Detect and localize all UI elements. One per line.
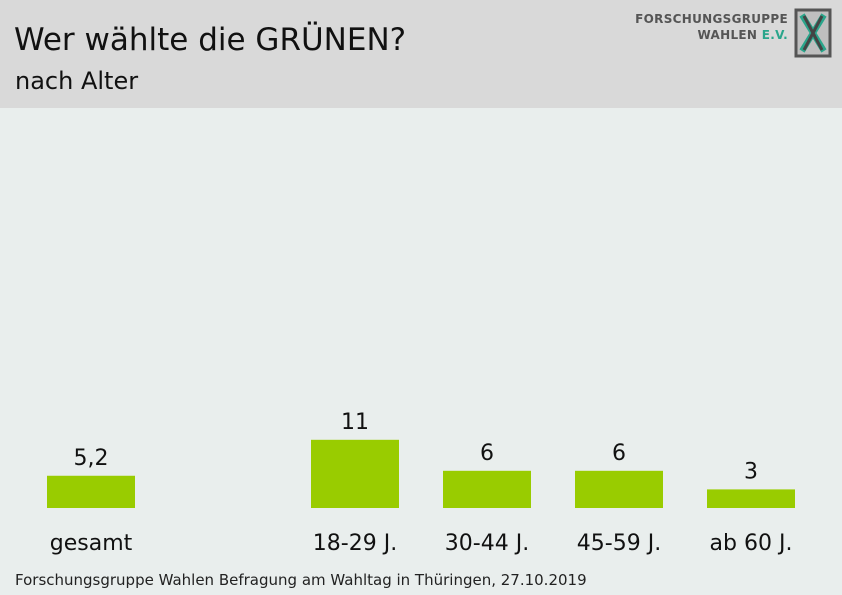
value-label-0: 5,2 xyxy=(74,446,109,471)
source-footer: Forschungsgruppe Wahlen Befragung am Wah… xyxy=(15,571,587,589)
bar-4 xyxy=(707,489,795,508)
logo-text-accent: E.V. xyxy=(761,28,788,42)
bar-1 xyxy=(311,439,399,508)
page-subtitle: nach Alter xyxy=(15,67,139,95)
bar-2 xyxy=(443,470,531,508)
logo-text-line2: WAHLEN E.V. xyxy=(698,28,788,42)
page-title: Wer wählte die GRÜNEN? xyxy=(14,22,407,58)
value-label-4: 3 xyxy=(744,459,758,484)
ballot-cross-icon xyxy=(794,8,832,58)
fgw-logo: FORSCHUNGSGRUPPE WAHLEN E.V. xyxy=(635,6,836,58)
header-bar: Wer wählte die GRÜNEN? nach Alter FORSCH… xyxy=(0,0,842,108)
category-label-4: ab 60 J. xyxy=(710,531,793,556)
logo-text-line1: FORSCHUNGSGRUPPE xyxy=(635,12,788,26)
bar-3 xyxy=(575,470,663,508)
category-label-1: 18-29 J. xyxy=(313,531,397,556)
value-label-2: 6 xyxy=(480,441,494,466)
category-label-2: 30-44 J. xyxy=(445,531,529,556)
category-label-0: gesamt xyxy=(50,531,133,556)
bar-0 xyxy=(47,475,135,508)
value-label-3: 6 xyxy=(612,441,626,466)
logo-text-main: WAHLEN xyxy=(697,28,758,42)
value-label-1: 11 xyxy=(341,410,369,435)
category-label-3: 45-59 J. xyxy=(577,531,661,556)
